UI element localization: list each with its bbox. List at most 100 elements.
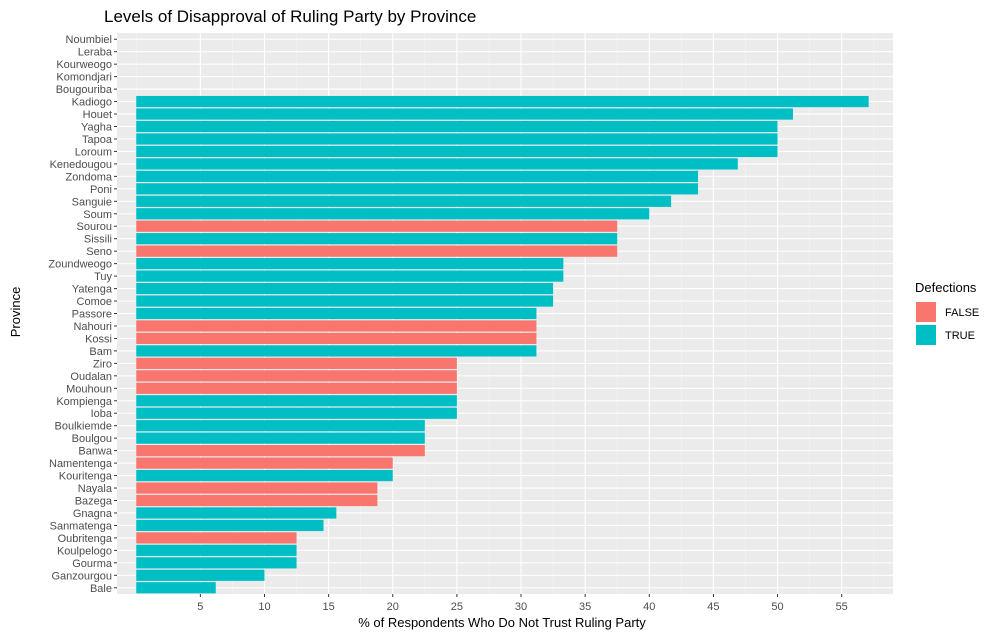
y-tick-label: Komondjari [56,72,112,84]
y-tick-label: Tuy [94,271,112,283]
legend-label: TRUE [945,330,975,342]
legend: Defections FALSE TRUE [915,280,979,345]
bar-loroum [136,145,778,158]
y-tick-label: Poni [90,184,112,196]
bar-namentenga [136,457,393,469]
bar-kossi [136,332,537,345]
bar-yatenga [136,282,554,295]
bar-comoe [136,295,554,307]
bar-bazega [136,494,378,507]
bar-seno [136,245,618,257]
y-tick-label: Gnagna [73,508,113,520]
y-tick-label: Gourma [72,558,113,570]
y-tick-label: Noumbiel [66,34,112,46]
y-tick-label: Zondoma [66,171,113,183]
y-tick-label: Comoe [77,296,112,308]
bar-passore [136,307,537,320]
legend-key-false [916,302,936,322]
bar-banwa [136,445,425,457]
y-tick-label: Ganzourgou [51,570,112,582]
y-tick-label: Sanguie [72,196,112,208]
bar-boulgou [136,432,425,444]
bar-gnagna [136,507,337,519]
x-tick-label: 40 [643,601,655,613]
y-tick-label: Tapoa [82,134,113,146]
y-tick-label: Bale [90,583,112,595]
bar-nayala [136,482,378,494]
bar-sanguie [136,195,672,207]
bar-sourou [136,220,618,232]
y-tick-label: Kouritenga [59,471,113,483]
chart-title: Levels of Disapproval of Ruling Party by… [104,7,476,26]
legend-key-true [916,325,936,345]
bar-bam [136,345,537,357]
bar-ioba [136,407,457,419]
y-axis-title: Province [8,287,23,338]
bar-kouritenga [136,469,393,482]
y-tick-label: Oubritenga [58,533,113,545]
y-tick-label: Kadiogo [72,97,112,109]
y-tick-label: Nahouri [73,321,112,333]
y-tick-label: Boulgou [72,433,112,445]
legend-label: FALSE [945,307,979,319]
y-tick-label: Passore [72,309,112,321]
y-tick-label: Bazega [75,496,113,508]
y-tick-label: Kourweogo [56,59,112,71]
bar-soum [136,208,650,220]
bar-kompienga [136,395,457,407]
y-tick-label: Soum [83,209,112,221]
y-tick-label: Kompienga [56,396,113,408]
bar-zondoma [136,170,699,182]
y-tick-label: Ioba [91,408,113,420]
x-tick-label: 50 [771,601,783,613]
y-tick-label: Nayala [78,483,113,495]
x-tick-label: 45 [707,601,719,613]
bar-poni [136,183,699,195]
y-tick-label: Sourou [77,221,112,233]
x-tick-label: 25 [451,601,463,613]
y-tick-label: Loroum [75,146,112,158]
bar-yagha [136,120,778,133]
x-tick-label: 10 [258,601,270,613]
bar-boulkiemde [136,420,425,432]
y-tick-label: Oudalan [70,371,112,383]
x-axis-title: % of Respondents Who Do Not Trust Ruling… [358,615,646,630]
x-tick-label: 15 [323,601,335,613]
bar-bale [136,582,216,594]
x-tick-label: 5 [197,601,203,613]
bar-nahouri [136,320,537,332]
bar-tuy [136,270,564,282]
y-tick-label: Ziro [93,358,112,370]
bar-oubritenga [136,532,297,544]
y-tick-label: Kenedougou [50,159,112,171]
y-tick-label: Sanmatenga [50,520,113,532]
y-tick-label: Yatenga [72,284,113,296]
y-tick-label: Bam [89,346,112,358]
y-tick-label: Leraba [78,47,113,59]
y-tick-label: Namentenga [49,458,113,470]
bar-gourma [136,557,297,569]
y-tick-label: Sissili [84,234,112,246]
y-tick-label: Bougouriba [56,84,113,96]
bar-mouhoun [136,382,457,394]
legend-title: Defections [915,280,977,295]
x-tick-label: 30 [515,601,527,613]
x-tick-label: 55 [836,601,848,613]
y-tick-label: Mouhoun [66,383,112,395]
y-tick-label: Yagha [81,122,113,134]
bar-sissili [136,233,618,245]
x-axis-ticks: 5 10 15 20 25 30 35 40 45 50 55 [197,594,848,613]
bar-houet [136,108,793,120]
bar-tapoa [136,133,778,145]
bar-oudalan [136,370,457,382]
bar-sanmatenga [136,519,324,532]
x-tick-label: 35 [579,601,591,613]
bars [136,95,869,594]
y-tick-label: Zoundweogo [48,259,112,271]
x-tick-label: 20 [387,601,399,613]
y-tick-label: Kossi [85,333,112,345]
y-tick-label: Banwa [78,446,113,458]
y-tick-label: Boulkiemde [55,421,112,433]
y-tick-label: Koulpelogo [57,545,112,557]
